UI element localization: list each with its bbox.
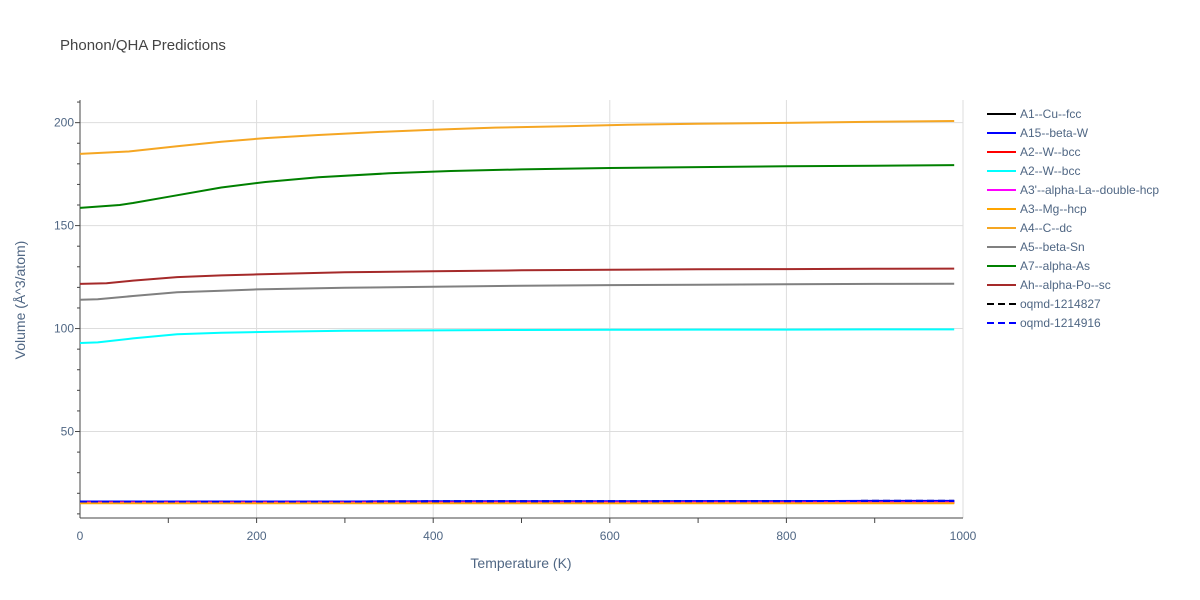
y-axis-title: Volume (Å^3/atom)	[12, 241, 28, 360]
legend-label: A1--Cu--fcc	[1020, 107, 1081, 121]
y-tick-label: 200	[54, 116, 74, 130]
legend-item-a3-alpha-la-double-hcp[interactable]: A3'--alpha-La--double-hcp	[987, 183, 1159, 197]
legend-item-a2-w-bcc[interactable]: A2--W--bcc	[987, 145, 1080, 159]
y-tick-label: 50	[61, 425, 75, 439]
legend-label: A3'--alpha-La--double-hcp	[1020, 183, 1159, 197]
legend-item-a5-beta-sn[interactable]: A5--beta-Sn	[987, 240, 1085, 254]
legend-label: A2--W--bcc	[1020, 145, 1080, 159]
legend-item-a3-mg-hcp[interactable]: A3--Mg--hcp	[987, 202, 1087, 216]
legend-label: A7--alpha-As	[1020, 259, 1090, 273]
legend-item-a2-w-bcc[interactable]: A2--W--bcc	[987, 164, 1080, 178]
legend-label: A15--beta-W	[1020, 126, 1089, 140]
legend-label: Ah--alpha-Po--sc	[1020, 278, 1111, 292]
chart-title: Phonon/QHA Predictions	[60, 37, 226, 54]
x-tick-label: 0	[77, 529, 84, 543]
legend-item-a15-beta-w[interactable]: A15--beta-W	[987, 126, 1089, 140]
legend: A1--Cu--fcc A15--beta-W A2--W--bcc A2--W--b…	[987, 107, 1159, 330]
legend-label: A2--W--bcc	[1020, 164, 1080, 178]
legend-item-a1-cu-fcc[interactable]: A1--Cu--fcc	[987, 107, 1081, 121]
series-line-ah-alpha-po-sc	[79, 267, 955, 285]
series-line-a5-beta-sn	[79, 282, 955, 301]
legend-item-oqmd-1214827[interactable]: oqmd-1214827	[987, 297, 1101, 311]
legend-label: oqmd-1214827	[1020, 297, 1101, 311]
legend-label: A3--Mg--hcp	[1020, 202, 1087, 216]
legend-label: oqmd-1214916	[1020, 316, 1101, 330]
legend-label: A4--C--dc	[1020, 221, 1072, 235]
legend-item-a4-c-dc[interactable]: A4--C--dc	[987, 221, 1072, 235]
series-line-a4-c-dc	[79, 120, 955, 155]
x-tick-label: 1000	[950, 529, 977, 543]
x-axis-title: Temperature (K)	[470, 555, 571, 571]
series-line-oqmd-1214916	[80, 499, 955, 503]
x-tick-label: 800	[776, 529, 796, 543]
y-tick-label: 150	[54, 219, 74, 233]
x-tick-label: 200	[247, 529, 267, 543]
series-line-a7-alpha-as	[79, 164, 955, 209]
x-tick-label: 400	[423, 529, 443, 543]
plot-area	[79, 120, 955, 505]
legend-item-ah-alpha-po-sc[interactable]: Ah--alpha-Po--sc	[987, 278, 1111, 292]
grid	[80, 100, 964, 518]
legend-label: A5--beta-Sn	[1020, 240, 1085, 254]
legend-item-oqmd-1214916[interactable]: oqmd-1214916	[987, 316, 1101, 330]
series-line-a2-w-bcc	[79, 328, 955, 344]
legend-item-a7-alpha-as[interactable]: A7--alpha-As	[987, 259, 1090, 273]
x-tick-label: 600	[600, 529, 620, 543]
y-tick-label: 100	[54, 322, 74, 336]
axes: 0 200 400 600 800 1000 50 100 150 200	[54, 100, 977, 543]
